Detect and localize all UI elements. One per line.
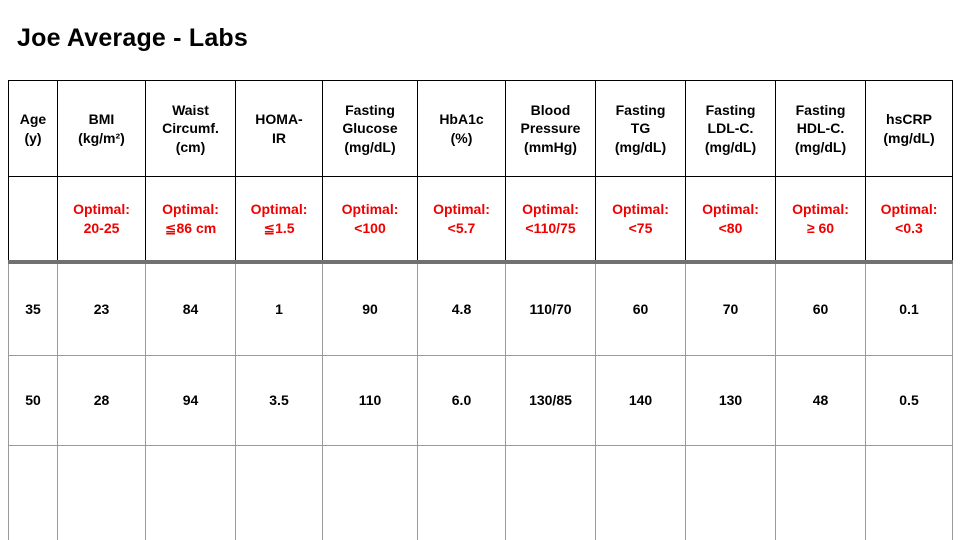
header-fasting-ldl: Fasting LDL-C. (mg/dL) xyxy=(685,80,776,177)
optimal-row: Optimal: 20-25 Optimal: ≦86 cm Optimal: … xyxy=(8,176,953,264)
header-fasting-hdl: Fasting HDL-C. (mg/dL) xyxy=(775,80,866,177)
data-row-age-50: 50 28 94 3.5 110 6.0 130/85 140 130 48 0… xyxy=(8,355,953,446)
r2-waist-circumference: 94 xyxy=(145,355,236,446)
data-row-age-35: 35 23 84 1 90 4.8 110/70 60 70 60 0.1 xyxy=(8,261,953,356)
r3-age xyxy=(8,445,58,540)
header-bmi: BMI (kg/m²) xyxy=(57,80,146,177)
optimal-hba1c: Optimal: <5.7 xyxy=(417,176,506,264)
optimal-blood-pressure: Optimal: <110/75 xyxy=(505,176,596,264)
r2-blood-pressure: 130/85 xyxy=(505,355,596,446)
r3-fasting-hdl xyxy=(775,445,866,540)
r1-waist-circumference: 84 xyxy=(145,261,236,356)
r2-hscrp: 0.5 xyxy=(865,355,953,446)
optimal-homa-ir: Optimal: ≦1.5 xyxy=(235,176,323,264)
r1-homa-ir: 1 xyxy=(235,261,323,356)
optimal-waist-circumference: Optimal: ≦86 cm xyxy=(145,176,236,264)
r1-fasting-glucose: 90 xyxy=(322,261,418,356)
r1-fasting-ldl: 70 xyxy=(685,261,776,356)
r2-homa-ir: 3.5 xyxy=(235,355,323,446)
header-blood-pressure: Blood Pressure (mmHg) xyxy=(505,80,596,177)
data-row-empty xyxy=(8,445,953,540)
r1-hscrp: 0.1 xyxy=(865,261,953,356)
r2-fasting-hdl: 48 xyxy=(775,355,866,446)
header-age: Age (y) xyxy=(8,80,58,177)
r3-homa-ir xyxy=(235,445,323,540)
r2-bmi: 28 xyxy=(57,355,146,446)
page-title: Joe Average - Labs xyxy=(17,24,249,52)
optimal-bmi: Optimal: 20-25 xyxy=(57,176,146,264)
header-fasting-glucose: Fasting Glucose (mg/dL) xyxy=(322,80,418,177)
r3-hba1c xyxy=(417,445,506,540)
header-homa-ir: HOMA- IR xyxy=(235,80,323,177)
r3-fasting-glucose xyxy=(322,445,418,540)
header-waist-circumference: Waist Circumf. (cm) xyxy=(145,80,236,177)
r2-age: 50 xyxy=(8,355,58,446)
optimal-fasting-hdl: Optimal: ≥ 60 xyxy=(775,176,866,264)
r1-fasting-hdl: 60 xyxy=(775,261,866,356)
header-hba1c: HbA1c (%) xyxy=(417,80,506,177)
r3-bmi xyxy=(57,445,146,540)
optimal-age xyxy=(8,176,58,264)
r2-fasting-glucose: 110 xyxy=(322,355,418,446)
header-fasting-tg: Fasting TG (mg/dL) xyxy=(595,80,686,177)
header-row: Age (y) BMI (kg/m²) Waist Circumf. (cm) … xyxy=(8,80,953,177)
optimal-fasting-glucose: Optimal: <100 xyxy=(322,176,418,264)
optimal-hscrp: Optimal: <0.3 xyxy=(865,176,953,264)
header-hscrp: hsCRP (mg/dL) xyxy=(865,80,953,177)
r1-fasting-tg: 60 xyxy=(595,261,686,356)
r3-hscrp xyxy=(865,445,953,540)
r3-fasting-ldl xyxy=(685,445,776,540)
r1-blood-pressure: 110/70 xyxy=(505,261,596,356)
r3-blood-pressure xyxy=(505,445,596,540)
r1-age: 35 xyxy=(8,261,58,356)
labs-table: Age (y) BMI (kg/m²) Waist Circumf. (cm) … xyxy=(8,80,953,540)
r2-hba1c: 6.0 xyxy=(417,355,506,446)
optimal-fasting-ldl: Optimal: <80 xyxy=(685,176,776,264)
r1-bmi: 23 xyxy=(57,261,146,356)
r3-fasting-tg xyxy=(595,445,686,540)
optimal-fasting-tg: Optimal: <75 xyxy=(595,176,686,264)
r1-hba1c: 4.8 xyxy=(417,261,506,356)
r2-fasting-ldl: 130 xyxy=(685,355,776,446)
r3-waist-circumference xyxy=(145,445,236,540)
r2-fasting-tg: 140 xyxy=(595,355,686,446)
